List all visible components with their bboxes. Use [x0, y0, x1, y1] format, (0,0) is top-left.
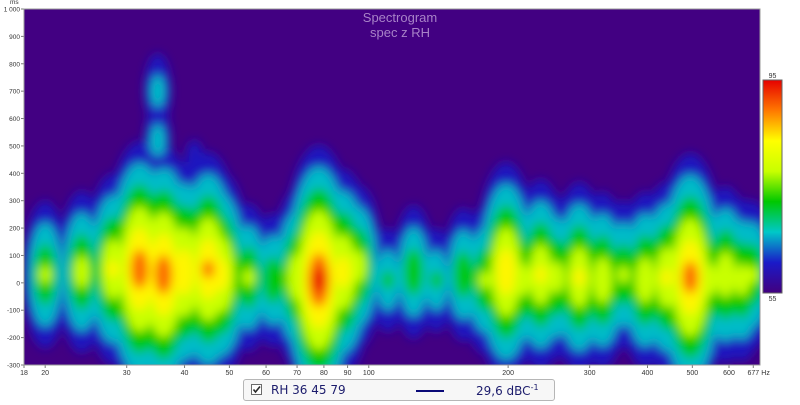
x-tick-label: 18 [20, 370, 28, 377]
x-tick-label: 20 [41, 370, 49, 377]
heatmap-cell [478, 271, 491, 290]
heatmap-layer [24, 53, 760, 365]
x-tick-label: 677 [747, 370, 759, 377]
trace-name: RH 36 45 79 [271, 383, 346, 397]
heatmap-cell [734, 263, 750, 297]
color-scale-bar: 95 55 [762, 73, 783, 303]
heatmap-cell [635, 256, 655, 304]
heatmap-cell [682, 261, 699, 294]
y-tick-label: 900 [9, 34, 20, 41]
heatmap-cell [154, 254, 173, 295]
chart-subtitle: spec z RH [370, 25, 430, 40]
x-tick-label: 500 [687, 370, 699, 377]
heatmap-cell [496, 248, 516, 296]
heatmap-cell [660, 268, 673, 287]
heatmap-cell [573, 268, 586, 287]
trace-value-text: 29,6 dBC [476, 384, 531, 398]
trace-value-superscript: -1 [530, 383, 539, 392]
color-scale-gradient [762, 79, 783, 294]
x-tick-label: 600 [723, 370, 735, 377]
plot-area[interactable] [23, 9, 775, 378]
x-tick-label: 40 [181, 370, 189, 377]
heatmap-cell [617, 265, 630, 284]
y-tick-label: 100 [9, 253, 20, 260]
heatmap-cell [534, 265, 547, 284]
heatmap-cell [185, 139, 204, 180]
trace-legend: RH 36 45 79 29,6 dBC-1 [243, 379, 555, 401]
heatmap-cell [593, 256, 613, 304]
y-tick-label: 200 [9, 226, 20, 233]
heatmap-cell [335, 255, 351, 289]
y-tick-label: -300 [7, 363, 20, 370]
heatmap-cell [701, 263, 718, 297]
heatmap-cell [162, 169, 175, 188]
y-tick-label: -100 [7, 308, 20, 315]
x-unit-label: Hz [761, 370, 770, 377]
color-scale-max-label: 95 [769, 73, 777, 80]
heatmap-cell [149, 75, 166, 108]
heatmap-cell [131, 249, 149, 289]
heatmap-cell [287, 254, 307, 301]
y-unit-label: ms [10, 0, 19, 6]
heatmap-cell [453, 251, 473, 298]
y-tick-label: 500 [9, 143, 20, 150]
trace-visibility-checkbox[interactable] [251, 384, 262, 395]
heatmap-cell [263, 256, 283, 304]
heatmap-cell [716, 251, 736, 298]
heatmap-cell [74, 255, 90, 289]
y-tick-label: 800 [9, 61, 20, 68]
x-tick-label: 90 [344, 370, 352, 377]
axes: 18 20 30 40 50 60 70 80 90 100 200 300 400 500 600 677 H… [4, 0, 771, 377]
heatmap-cell [549, 261, 565, 294]
heatmap-cell [149, 124, 166, 157]
heatmap-cell [213, 258, 229, 291]
heatmap-cell [430, 271, 443, 290]
heatmap-cell [514, 263, 531, 297]
heatmap-cell [106, 260, 119, 279]
x-tick-label: 200 [502, 370, 514, 377]
x-tick-label: 300 [584, 370, 596, 377]
trace-value: 29,6 dBC-1 [476, 383, 539, 398]
heatmap-cell [311, 267, 326, 293]
chart-title: Spectrogram [363, 10, 437, 25]
heatmap-cell [381, 271, 394, 290]
y-tick-label: 300 [9, 198, 20, 205]
heatmap-cell [39, 265, 52, 284]
y-tick-label: 600 [9, 116, 20, 123]
color-scale-min-label: 55 [769, 296, 777, 303]
x-tick-label: 400 [642, 370, 654, 377]
x-tick-label: 80 [320, 370, 328, 377]
heatmap-cell [202, 260, 215, 279]
heatmap-cell [746, 265, 759, 284]
x-tick-label: 30 [123, 370, 131, 377]
x-tick-label: 60 [262, 370, 270, 377]
checkmark-icon [252, 385, 261, 394]
x-tick-label: 100 [363, 370, 375, 377]
y-tick-label: 700 [9, 89, 20, 96]
heatmap-cell [242, 268, 255, 287]
x-tick-label: 50 [226, 370, 234, 377]
plot-frame [23, 8, 761, 366]
spectrogram-chart: 18 20 30 40 50 60 70 80 90 100 200 300 400 500 600 677 H… [3, 0, 783, 378]
heatmap-cell [404, 248, 424, 296]
y-tick-label: 1 000 [4, 7, 21, 14]
trace-line-swatch [416, 390, 444, 392]
x-tick-label: 70 [293, 370, 301, 377]
y-tick-label: -200 [7, 335, 20, 342]
heatmap-cell [174, 248, 195, 296]
heatmap-cell [350, 250, 367, 283]
y-tick-label: 400 [9, 171, 20, 178]
y-tick-label: 0 [16, 280, 20, 287]
